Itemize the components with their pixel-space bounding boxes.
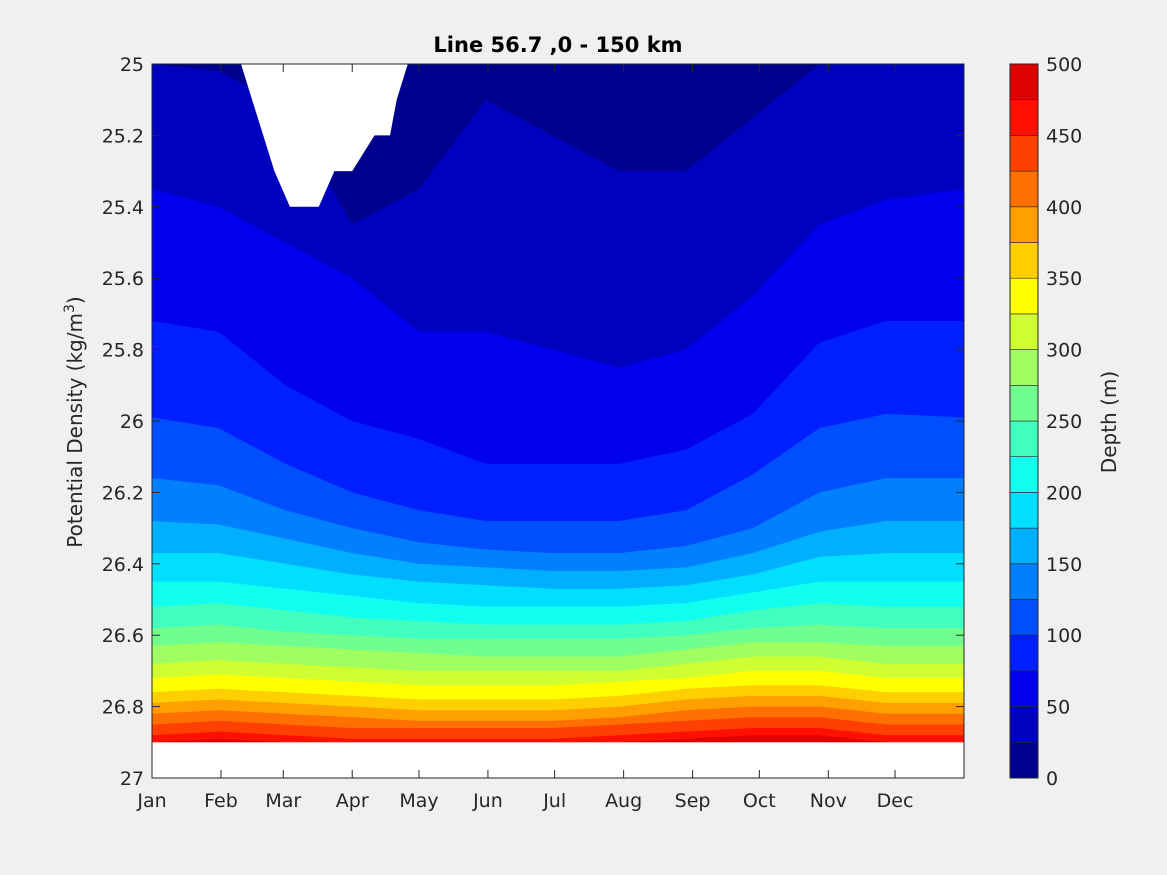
colorbar: 0 50 100 150 200 250 300 350 400 450 500 (1009, 54, 1082, 790)
colorbar-label: Depth (m) (1097, 371, 1121, 473)
colorbar-tick-label: 200 (1046, 482, 1082, 504)
colorbar-level (1009, 63, 1039, 101)
y-tick-label: 26.6 (102, 625, 144, 647)
y-tick-label: 27 (120, 768, 144, 790)
colorbar-level (1009, 313, 1039, 350)
colorbar-level (1009, 492, 1039, 529)
colorbar-level (1009, 706, 1039, 743)
colorbar-level (1009, 420, 1039, 458)
x-tick-label: Oct (743, 790, 776, 812)
colorbar-level (1009, 349, 1039, 386)
colorbar-tick-label: 100 (1046, 625, 1082, 647)
y-tick-label: 25.8 (102, 340, 144, 362)
x-tick-label: Jul (542, 790, 566, 812)
colorbar-level (1009, 456, 1039, 493)
colorbar-tick-label: 450 (1046, 125, 1082, 147)
colorbar-level (1009, 670, 1039, 707)
y-tick-label: 25.6 (102, 268, 144, 290)
y-axis: 25 25.2 25.4 25.6 25.8 26 26.2 26.4 26.6 26.8 27 (102, 54, 964, 790)
colorbar-level (1009, 599, 1039, 636)
no-data-region-top (241, 64, 433, 207)
x-axis: Jan Feb Mar Apr May Jun Jul Aug Sep Oct Nov Dec (136, 64, 913, 812)
contour-bands (152, 64, 964, 778)
x-tick-label: Aug (605, 790, 642, 812)
colorbar-level (1009, 170, 1039, 208)
colorbar-tick-label: 500 (1046, 54, 1082, 76)
x-tick-label: Apr (336, 790, 369, 812)
colorbar-level (1009, 135, 1039, 172)
y-tick-label: 26.2 (102, 482, 144, 504)
colorbar-level (1009, 242, 1039, 279)
colorbar-level (1009, 527, 1039, 565)
colorbar-tick-label: 300 (1046, 340, 1082, 362)
x-tick-label: Mar (265, 790, 301, 812)
colorbar-tick-label: 0 (1046, 768, 1058, 790)
y-tick-label: 25.4 (102, 197, 144, 219)
x-tick-label: Dec (877, 790, 914, 812)
y-axis-label: Potential Density (kg/m3) (62, 296, 87, 547)
chart-title: Line 56.7 ,0 - 150 km (433, 33, 682, 57)
colorbar-tick-label: 400 (1046, 197, 1082, 219)
colorbar-level (1009, 99, 1039, 136)
x-tick-label: Feb (204, 790, 238, 812)
colorbar-tick-label: 250 (1046, 411, 1082, 433)
colorbar-level (1009, 384, 1039, 422)
colorbar-level (1009, 277, 1039, 315)
y-tick-label: 26.8 (102, 697, 144, 719)
colorbar-level (1009, 206, 1039, 243)
y-tick-label: 25.2 (102, 125, 144, 147)
colorbar-frame (1009, 63, 1039, 779)
plot-area (151, 63, 965, 779)
y-tick-label: 26 (120, 411, 144, 433)
colorbar-tick-label: 50 (1046, 697, 1070, 719)
colorbar-level (1009, 634, 1039, 672)
x-tick-label: Nov (810, 790, 847, 812)
x-tick-label: Sep (675, 790, 711, 812)
y-tick-label: 25 (120, 54, 144, 76)
colorbar-tick-label: 350 (1046, 268, 1082, 290)
x-tick-label: Jun (472, 790, 503, 812)
y-tick-label: 26.4 (102, 554, 144, 576)
x-tick-label: May (399, 790, 438, 812)
x-tick-label: Jan (136, 790, 166, 812)
colorbar-level (1009, 741, 1039, 779)
no-data-region-bottom (152, 742, 964, 778)
colorbar-tick-label: 150 (1046, 554, 1082, 576)
colorbar-level (1009, 563, 1039, 600)
